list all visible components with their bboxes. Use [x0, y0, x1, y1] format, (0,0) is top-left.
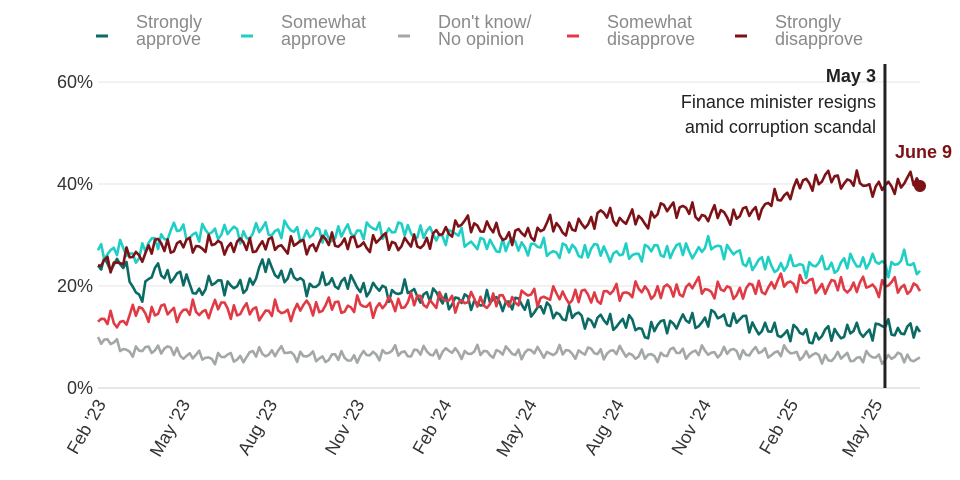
- y-tick-label: 20%: [57, 276, 93, 296]
- y-tick-label: 40%: [57, 174, 93, 194]
- series-line: [97, 272, 922, 329]
- event-date-label: May 3: [826, 66, 876, 86]
- legend-label: Strongly: [136, 12, 202, 32]
- x-tick-label: Feb '23: [63, 396, 110, 458]
- event-description: Finance minister resigns: [681, 92, 876, 112]
- legend-label: No opinion: [438, 29, 524, 49]
- legend-label: approve: [136, 29, 201, 49]
- x-tick-label: Nov '24: [668, 396, 716, 458]
- legend-label: Somewhat: [281, 12, 366, 32]
- x-tick-label: May '23: [146, 396, 195, 460]
- y-axis-tick-labels: 0% 20% 40% 60%: [57, 72, 93, 398]
- y-tick-label: 60%: [57, 72, 93, 92]
- event-description: amid corruption scandal: [685, 117, 876, 137]
- legend-label: Don't know/: [438, 12, 531, 32]
- x-tick-label: May '24: [492, 396, 541, 460]
- x-tick-label: Aug '23: [234, 396, 282, 458]
- series-line: [96, 336, 921, 366]
- legend-label: disapprove: [607, 29, 695, 49]
- x-tick-label: Feb '24: [409, 396, 456, 458]
- x-tick-label: Aug '24: [580, 396, 628, 458]
- x-tick-label: Nov '23: [321, 396, 369, 458]
- end-date-label: June 9: [895, 142, 952, 162]
- legend-label: approve: [281, 29, 346, 49]
- x-tick-label: May '25: [838, 396, 887, 460]
- legend-label: Strongly: [775, 12, 841, 32]
- series-line: [98, 169, 922, 274]
- legend-label: Somewhat: [607, 12, 692, 32]
- series-line: [96, 219, 921, 280]
- y-tick-label: 0%: [67, 378, 93, 398]
- legend-label: disapprove: [775, 29, 863, 49]
- series-line: [96, 256, 922, 345]
- series-lines: [96, 169, 922, 366]
- x-axis-tick-labels: Feb '23 May '23 Aug '23 Nov '23 Feb '24 May '…: [63, 396, 887, 460]
- end-point-marker: [914, 180, 926, 192]
- event-annotation: May 3 Finance minister resigns amid corrup…: [681, 64, 952, 388]
- x-tick-label: Feb '25: [755, 396, 802, 458]
